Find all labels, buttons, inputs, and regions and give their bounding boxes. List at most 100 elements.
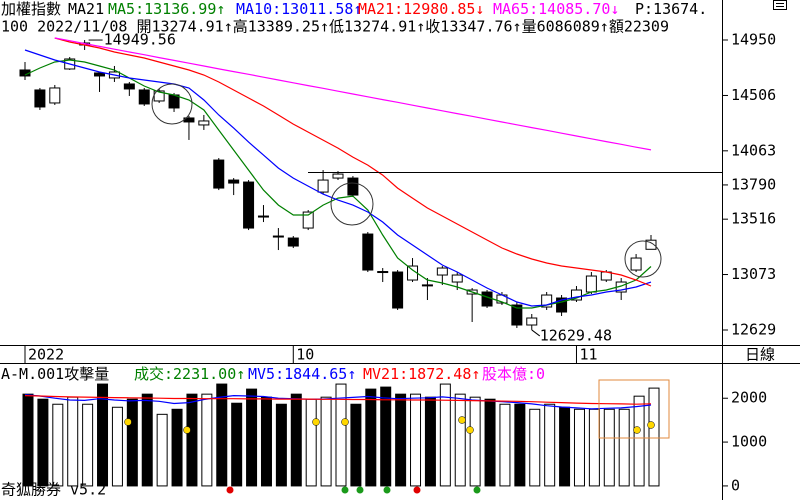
volume-bar [484,398,496,487]
period-label: 日線 [745,346,775,364]
volume-bar [67,396,79,487]
ma65-label: MA65:14085.70↓ [493,0,619,18]
candle-body [511,304,523,326]
mv21-label: MV21:1872.48↑ [363,365,480,383]
candle-body [302,211,314,229]
signal-dot [124,418,132,426]
volume-bar [380,386,392,487]
volume-bar [573,408,585,487]
volume-bar [365,388,377,487]
volume-bar [529,408,541,487]
ma-line [54,37,652,287]
candle-body [257,215,269,218]
ma-label: MA21 [68,0,104,18]
volume-bar [544,403,556,487]
signal-dot [341,418,349,426]
volume-bar [305,398,317,487]
volume-bar [171,408,183,487]
volume-bar [350,403,362,487]
signal-dots [124,416,655,494]
candle-body [630,257,642,271]
candle-body [392,271,404,309]
candle-body [570,289,582,301]
volume-bar [514,403,526,487]
window-icon[interactable] [773,0,787,10]
candle-body [362,233,374,271]
volume-bar [320,396,332,487]
candle-body [213,159,225,189]
volume-bar [37,398,49,487]
y-tick-label: 14506 [731,86,776,104]
p-label: P:13674. [635,0,707,18]
volume-bar [410,393,422,487]
candle-body [287,237,299,247]
y-tick-label: 13790 [731,175,776,193]
signal-dot [466,426,474,434]
volume-bar [260,396,272,487]
annotation-leader [531,329,541,337]
candle-body [94,72,106,77]
x-tick-label: 2022 [28,346,64,364]
quote-line: 100 2022/11/08 開13274.91↑高13389.25↑低1327… [1,18,669,36]
highlight-box [598,379,670,439]
candle-body [317,179,329,193]
volume-bar [424,396,436,487]
candle-body [123,83,135,90]
volume-bar [216,383,228,487]
highlight-circle [624,240,662,278]
footer-label: 奇狐勝券 v5.2 [1,481,106,499]
mv5-label: MV5:1844.65↑ [248,365,356,383]
capital-label: 股本億:0 [482,365,545,383]
window-icon-box[interactable] [773,0,787,10]
y-tick-label: 14950 [731,30,776,48]
x-tick-label: 10 [296,346,314,364]
volume-bar [633,395,645,487]
candle-body [347,177,359,196]
signal-dot [226,486,234,494]
candle-body [168,94,180,109]
volume-bar [186,393,198,487]
volume-bar [275,403,287,487]
candle-body [49,87,61,104]
candle-body [138,89,150,105]
candle-body [556,297,568,313]
ma-line [24,395,652,405]
signal-dot [473,486,481,494]
y-tick-label: 0 [731,476,740,494]
candle-body [332,173,344,179]
ma5-label: MA5:13136.99↑ [108,0,225,18]
volume-bar [290,393,302,487]
volume-bar [588,408,600,487]
y-tick-label: 13073 [731,265,776,283]
volume-bar [335,383,347,487]
annotation: 14949.56 [104,31,176,49]
candle-body [481,291,493,307]
y-tick-label: 1000 [731,433,767,451]
annotation: 12629.48 [540,326,612,344]
volume-header: A-M.001攻擊量 成交:2231.00↑ MV5:1844.65↑ MV21… [1,365,545,383]
candle-body [421,284,433,287]
ma10-label: MA10:13011.58↑ [236,0,362,18]
volume-bar [52,403,64,487]
volume-bar [201,393,213,487]
volume-bar [469,396,481,487]
volume-bar [22,393,34,487]
volume-bar [395,393,407,487]
candle-body [198,120,210,126]
y-tick-label: 13516 [731,210,776,228]
index-name: 加權指數 [1,0,61,18]
volume-bar [141,393,153,487]
signal-dot [413,486,421,494]
candle-body [228,179,240,184]
signal-dot [183,426,191,434]
candle-body [526,317,538,326]
volume-bar [454,393,466,487]
highlight-circle [151,83,193,125]
ma21-label: MA21:12980.85↓ [358,0,484,18]
volume-title: A-M.001攻擊量 [1,365,109,383]
signal-dot [647,421,655,429]
volume-bar [126,398,138,487]
volume-bar [231,402,243,487]
signal-dot [312,418,320,426]
